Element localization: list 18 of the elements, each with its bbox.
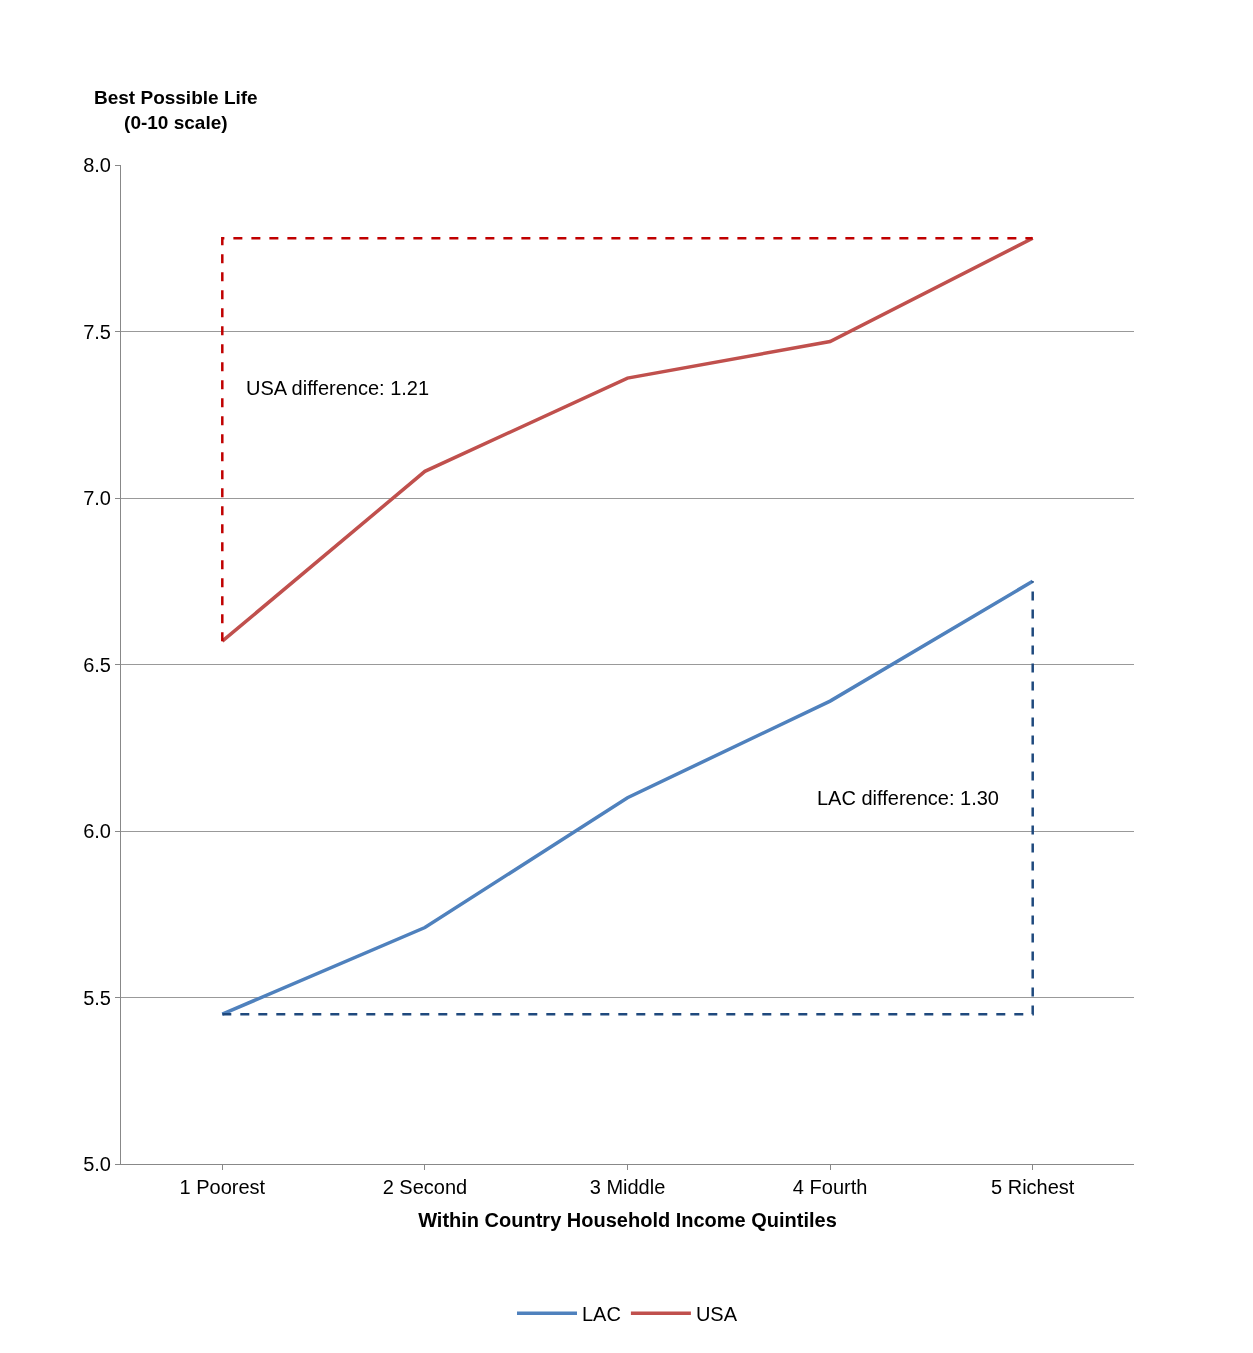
y-axis-title: Best Possible Life (0-10 scale) bbox=[94, 87, 258, 133]
y-tick-label: 6.5 bbox=[83, 653, 111, 676]
y-tick-label: 7.5 bbox=[83, 320, 111, 343]
x-tick-label: 4 Fourth bbox=[792, 1176, 868, 1198]
annotation: LAC difference: 1.30 bbox=[817, 787, 999, 809]
legend-label: LAC bbox=[582, 1303, 621, 1326]
y-tick-label: 8.0 bbox=[83, 154, 111, 176]
x-tick-label: 1 Poorest bbox=[179, 1176, 266, 1198]
x-tick-label: 5 Richest bbox=[991, 1176, 1075, 1198]
annotation: USA difference: 1.21 bbox=[246, 377, 430, 399]
legend-label: USA bbox=[695, 1303, 738, 1326]
x-tick-label: 2 Second bbox=[382, 1176, 468, 1198]
y-tick-label: 5.5 bbox=[83, 986, 111, 1009]
y-tick-label: 5.0 bbox=[83, 1153, 111, 1175]
x-axis-title: Within Country Household Income Quintiles bbox=[418, 1208, 837, 1231]
x-tick-label: 3 Middle bbox=[589, 1176, 666, 1198]
y-tick-label: 7.0 bbox=[83, 487, 111, 509]
y-tick-label: 6.0 bbox=[83, 820, 111, 842]
